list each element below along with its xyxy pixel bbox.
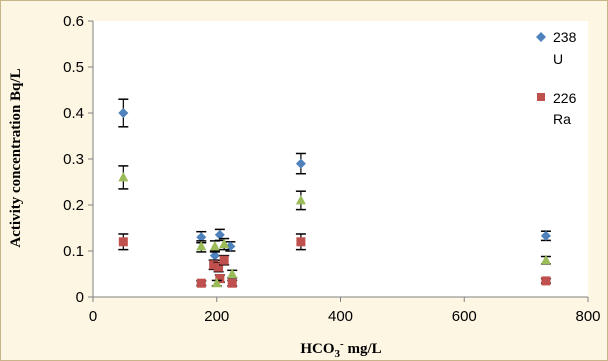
y-tick-label: 0 [76,289,84,306]
legend: 238 U 226 Ra [536,29,577,127]
data-point-square [196,278,206,288]
data-point-square [219,255,229,265]
x-tick-label: 800 [575,308,600,325]
x-tick-label: 0 [89,308,97,325]
y-tick-label: 0.1 [63,243,84,260]
data-point-triangle [227,268,238,278]
x-tick-label: 400 [328,308,353,325]
y-tick-label: 0.5 [63,59,84,76]
legend-marker-u238 [536,32,546,42]
x-axis-title-unit: mg/L [344,341,382,357]
data-point-square [209,260,219,270]
x-tick-label: 600 [452,308,477,325]
data-point-square [227,278,237,288]
x-tick-label: 200 [204,308,229,325]
data-point-diamond [209,250,220,261]
legend-marker-ra226 [537,93,545,101]
legend-label-ra226-line1: 226 [553,90,577,106]
data-point-square [214,262,224,272]
data-point-diamond [295,158,306,169]
legend-label-u238-line1: 238 [553,29,577,45]
y-tick-label: 0.6 [63,13,84,30]
data-point-triangle [295,194,306,205]
x-axis-title-main: HCO [300,341,334,357]
x-axis-title-superscript: - [340,338,344,350]
data-point-triangle [118,171,129,182]
y-tick-label: 0.3 [63,151,84,168]
data-point-diamond [214,229,225,240]
x-axis-title: HCO3- mg/L [300,338,381,360]
data-point-triangle [209,240,220,251]
data-point-diamond [196,232,207,243]
y-tick-label: 0.4 [63,105,84,122]
legend-label-ra226-line2: Ra [553,111,571,127]
data-point-square [541,276,551,286]
y-tick-label: 0.2 [63,197,84,214]
data-point-square [296,237,306,247]
data-point-diamond [540,230,551,241]
legend-label-u238-line2: U [553,51,563,67]
data-point-diamond [118,108,129,118]
data-point-triangle [211,277,222,288]
data-point-square [215,274,225,284]
data-point-triangle [540,254,551,265]
data-point-triangle [219,238,230,249]
x-axis-title-subscript: 3 [335,348,341,360]
data-point-square [118,237,128,247]
y-axis-title: Activity concentration Bq/L [8,68,24,247]
data-point-triangle [196,240,207,251]
plot-area [93,21,588,297]
